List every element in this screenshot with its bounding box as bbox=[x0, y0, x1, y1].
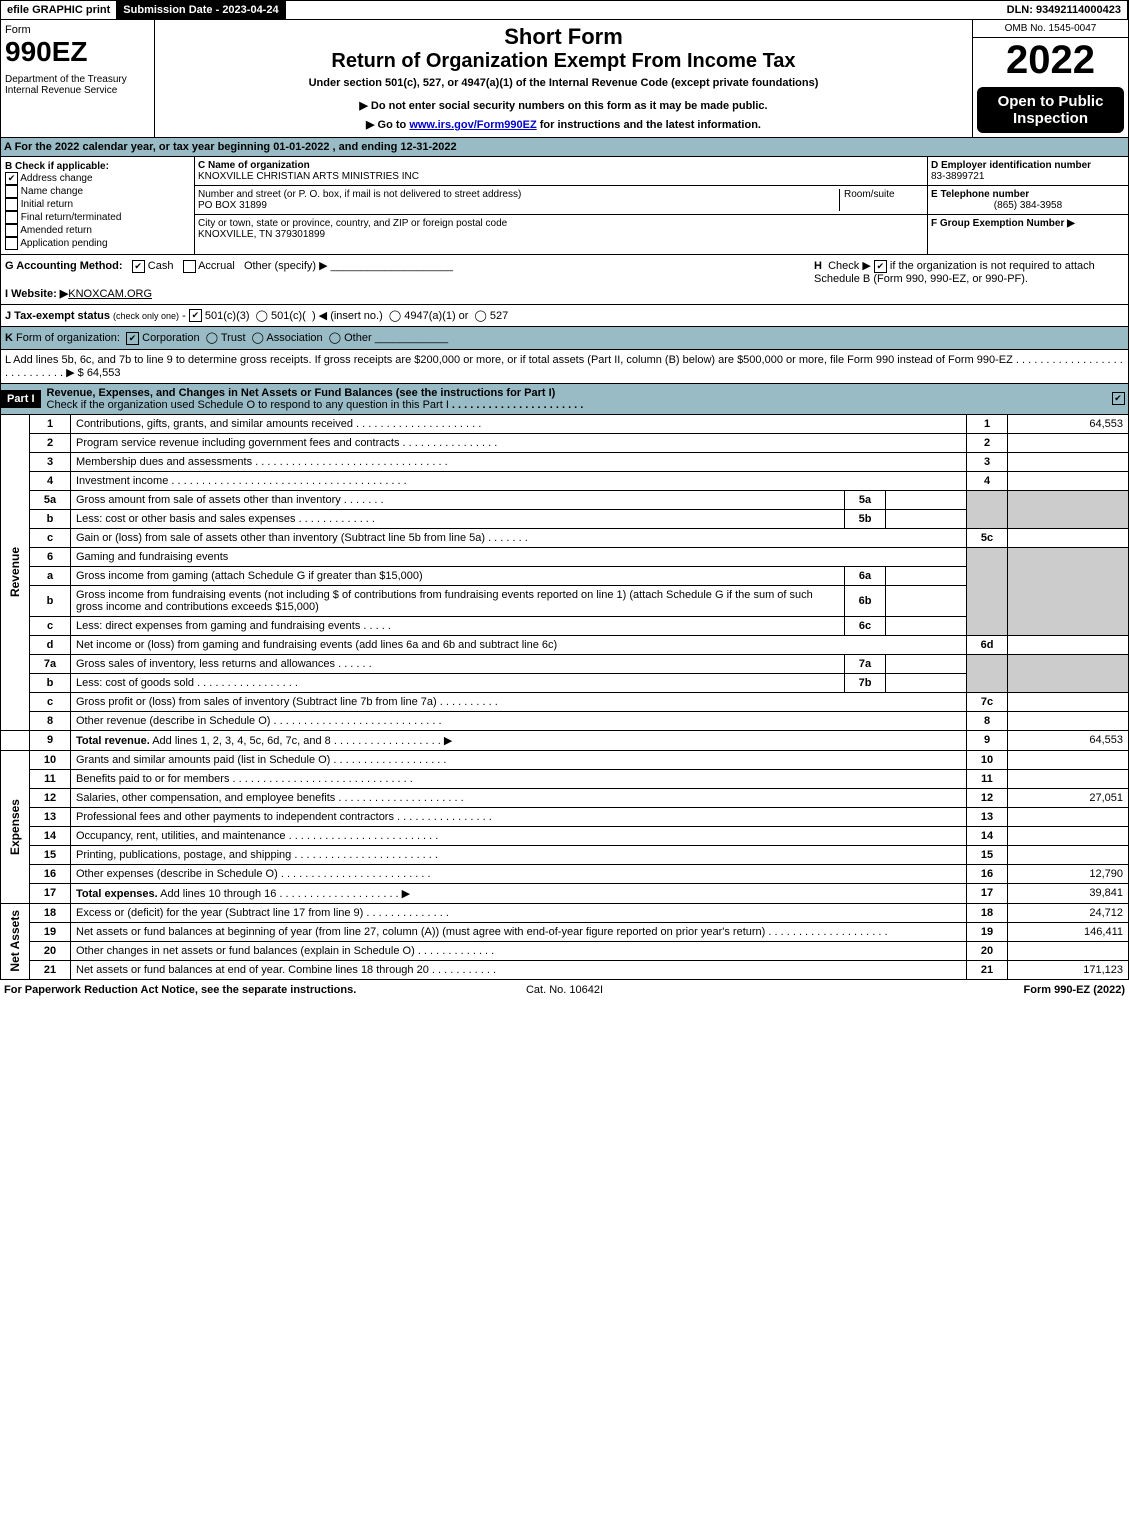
col-de: D Employer identification number 83-3899… bbox=[928, 157, 1128, 254]
street-label: Number and street (or P. O. box, if mail… bbox=[198, 189, 521, 200]
row-k-form-org: K Form of organization: ✔ Corporation ◯ … bbox=[0, 327, 1129, 350]
city-label: City or town, state or province, country… bbox=[198, 218, 507, 229]
line-19: 19 Net assets or fund balances at beginn… bbox=[1, 922, 1129, 941]
ein: 83-3899721 bbox=[931, 171, 984, 182]
page-footer: For Paperwork Reduction Act Notice, see … bbox=[0, 980, 1129, 1000]
row-j-tax-exempt: J Tax-exempt status (check only one) - ✔… bbox=[0, 305, 1129, 328]
return-title: Return of Organization Exempt From Incom… bbox=[159, 50, 968, 73]
part-1-label: Part I bbox=[1, 390, 41, 408]
cb-final-return[interactable]: Final return/terminated bbox=[5, 211, 190, 224]
form-header: Form 990EZ Department of the Treasury In… bbox=[0, 20, 1129, 138]
top-bar: efile GRAPHIC print Submission Date - 20… bbox=[0, 0, 1129, 20]
f-label: F Group Exemption Number ▶ bbox=[931, 218, 1075, 229]
line-6b: b Gross income from fundraising events (… bbox=[1, 585, 1129, 616]
part-1-header: Part I Revenue, Expenses, and Changes in… bbox=[0, 384, 1129, 415]
line-7c: c Gross profit or (loss) from sales of i… bbox=[1, 692, 1129, 711]
expenses-side-label: Expenses bbox=[6, 797, 24, 857]
cb-application-pending[interactable]: Application pending bbox=[5, 237, 190, 250]
line-6c: c Less: direct expenses from gaming and … bbox=[1, 616, 1129, 635]
line-5b: b Less: cost or other basis and sales ex… bbox=[1, 509, 1129, 528]
instruction-2: ▶ Go to www.irs.gov/Form990EZ for instru… bbox=[159, 118, 968, 131]
website-link[interactable]: KNOXCAM.ORG bbox=[68, 288, 152, 300]
line-6d: d Net income or (loss) from gaming and f… bbox=[1, 635, 1129, 654]
line-14: 14 Occupancy, rent, utilities, and maint… bbox=[1, 826, 1129, 845]
submission-date: Submission Date - 2023-04-24 bbox=[117, 1, 285, 19]
org-name: KNOXVILLE CHRISTIAN ARTS MINISTRIES INC bbox=[198, 171, 419, 182]
line-21: 21 Net assets or fund balances at end of… bbox=[1, 960, 1129, 979]
open-inspection-badge: Open to Public Inspection bbox=[977, 87, 1124, 133]
line-13: 13 Professional fees and other payments … bbox=[1, 807, 1129, 826]
tax-year: 2022 bbox=[973, 38, 1128, 83]
row-h: H Check ▶ ✔ if the organization is not r… bbox=[814, 259, 1124, 300]
row-g-h: G Accounting Method: ✔ Cash Accrual Othe… bbox=[0, 255, 1129, 305]
dln: DLN: 93492114000423 bbox=[1001, 1, 1128, 19]
info-block: B Check if applicable: ✔ Address change … bbox=[0, 157, 1129, 255]
line-6a: a Gross income from gaming (attach Sched… bbox=[1, 566, 1129, 585]
cb-amended-return[interactable]: Amended return bbox=[5, 224, 190, 237]
cb-name-change[interactable]: Name change bbox=[5, 185, 190, 198]
line-2: 2 Program service revenue including gove… bbox=[1, 433, 1129, 452]
subtitle: Under section 501(c), 527, or 4947(a)(1)… bbox=[159, 77, 968, 89]
net-assets-side-label: Net Assets bbox=[6, 908, 24, 974]
d-label: D Employer identification number bbox=[931, 160, 1091, 171]
website-row: I Website: ▶KNOXCAM.ORG bbox=[5, 287, 814, 300]
line-7a: 7a Gross sales of inventory, less return… bbox=[1, 654, 1129, 673]
line-4: 4 Investment income . . . . . . . . . . … bbox=[1, 471, 1129, 490]
col-b-heading: B Check if applicable: bbox=[5, 161, 190, 172]
footer-left: For Paperwork Reduction Act Notice, see … bbox=[4, 984, 378, 996]
c-label: C Name of organization bbox=[198, 160, 310, 171]
line-10: Expenses 10 Grants and similar amounts p… bbox=[1, 750, 1129, 769]
phone: (865) 384-3958 bbox=[931, 200, 1125, 211]
line-8: 8 Other revenue (describe in Schedule O)… bbox=[1, 711, 1129, 730]
line-3: 3 Membership dues and assessments . . . … bbox=[1, 452, 1129, 471]
form-number: 990EZ bbox=[5, 36, 150, 68]
line-18: Net Assets 18 Excess or (deficit) for th… bbox=[1, 903, 1129, 922]
street-value: PO BOX 31899 bbox=[198, 200, 267, 211]
line-9: 9 Total revenue. Total revenue. Add line… bbox=[1, 730, 1129, 750]
efile-label[interactable]: efile GRAPHIC print bbox=[1, 1, 117, 19]
cb-address-change[interactable]: ✔ Address change bbox=[5, 172, 190, 185]
lines-table: Revenue 1 Contributions, gifts, grants, … bbox=[0, 415, 1129, 980]
line-12: 12 Salaries, other compensation, and emp… bbox=[1, 788, 1129, 807]
city-value: KNOXVILLE, TN 379301899 bbox=[198, 229, 325, 240]
irs-link[interactable]: www.irs.gov/Form990EZ bbox=[409, 119, 536, 131]
short-form-title: Short Form bbox=[159, 24, 968, 50]
line-20: 20 Other changes in net assets or fund b… bbox=[1, 941, 1129, 960]
omb-number: OMB No. 1545-0047 bbox=[973, 20, 1128, 38]
line-1: Revenue 1 Contributions, gifts, grants, … bbox=[1, 415, 1129, 434]
dept-label: Department of the Treasury Internal Reve… bbox=[5, 74, 150, 96]
line-5c: c Gain or (loss) from sale of assets oth… bbox=[1, 528, 1129, 547]
line-11: 11 Benefits paid to or for members . . .… bbox=[1, 769, 1129, 788]
cb-initial-return[interactable]: Initial return bbox=[5, 198, 190, 211]
line-7b: b Less: cost of goods sold . . . . . . .… bbox=[1, 673, 1129, 692]
accounting-method: G Accounting Method: ✔ Cash Accrual Othe… bbox=[5, 259, 814, 273]
form-label: Form bbox=[5, 24, 150, 36]
room-suite-label: Room/suite bbox=[839, 189, 924, 211]
footer-center: Cat. No. 10642I bbox=[378, 984, 752, 996]
section-a: A For the 2022 calendar year, or tax yea… bbox=[0, 138, 1129, 157]
part-1-check[interactable]: ✔ bbox=[1108, 392, 1128, 405]
line-17: 17 Total expenses. Add lines 10 through … bbox=[1, 883, 1129, 903]
col-b-checkboxes: B Check if applicable: ✔ Address change … bbox=[1, 157, 195, 254]
line-6: 6 Gaming and fundraising events bbox=[1, 547, 1129, 566]
line-16: 16 Other expenses (describe in Schedule … bbox=[1, 864, 1129, 883]
e-label: E Telephone number bbox=[931, 189, 1029, 200]
footer-right: Form 990-EZ (2022) bbox=[751, 984, 1125, 996]
row-l-gross-receipts: L Add lines 5b, 6c, and 7b to line 9 to … bbox=[0, 350, 1129, 384]
col-c-org-info: C Name of organization KNOXVILLE CHRISTI… bbox=[195, 157, 928, 254]
line-5a: 5a Gross amount from sale of assets othe… bbox=[1, 490, 1129, 509]
instruction-1: ▶ Do not enter social security numbers o… bbox=[159, 99, 968, 112]
revenue-side-label: Revenue bbox=[6, 545, 24, 599]
line-15: 15 Printing, publications, postage, and … bbox=[1, 845, 1129, 864]
